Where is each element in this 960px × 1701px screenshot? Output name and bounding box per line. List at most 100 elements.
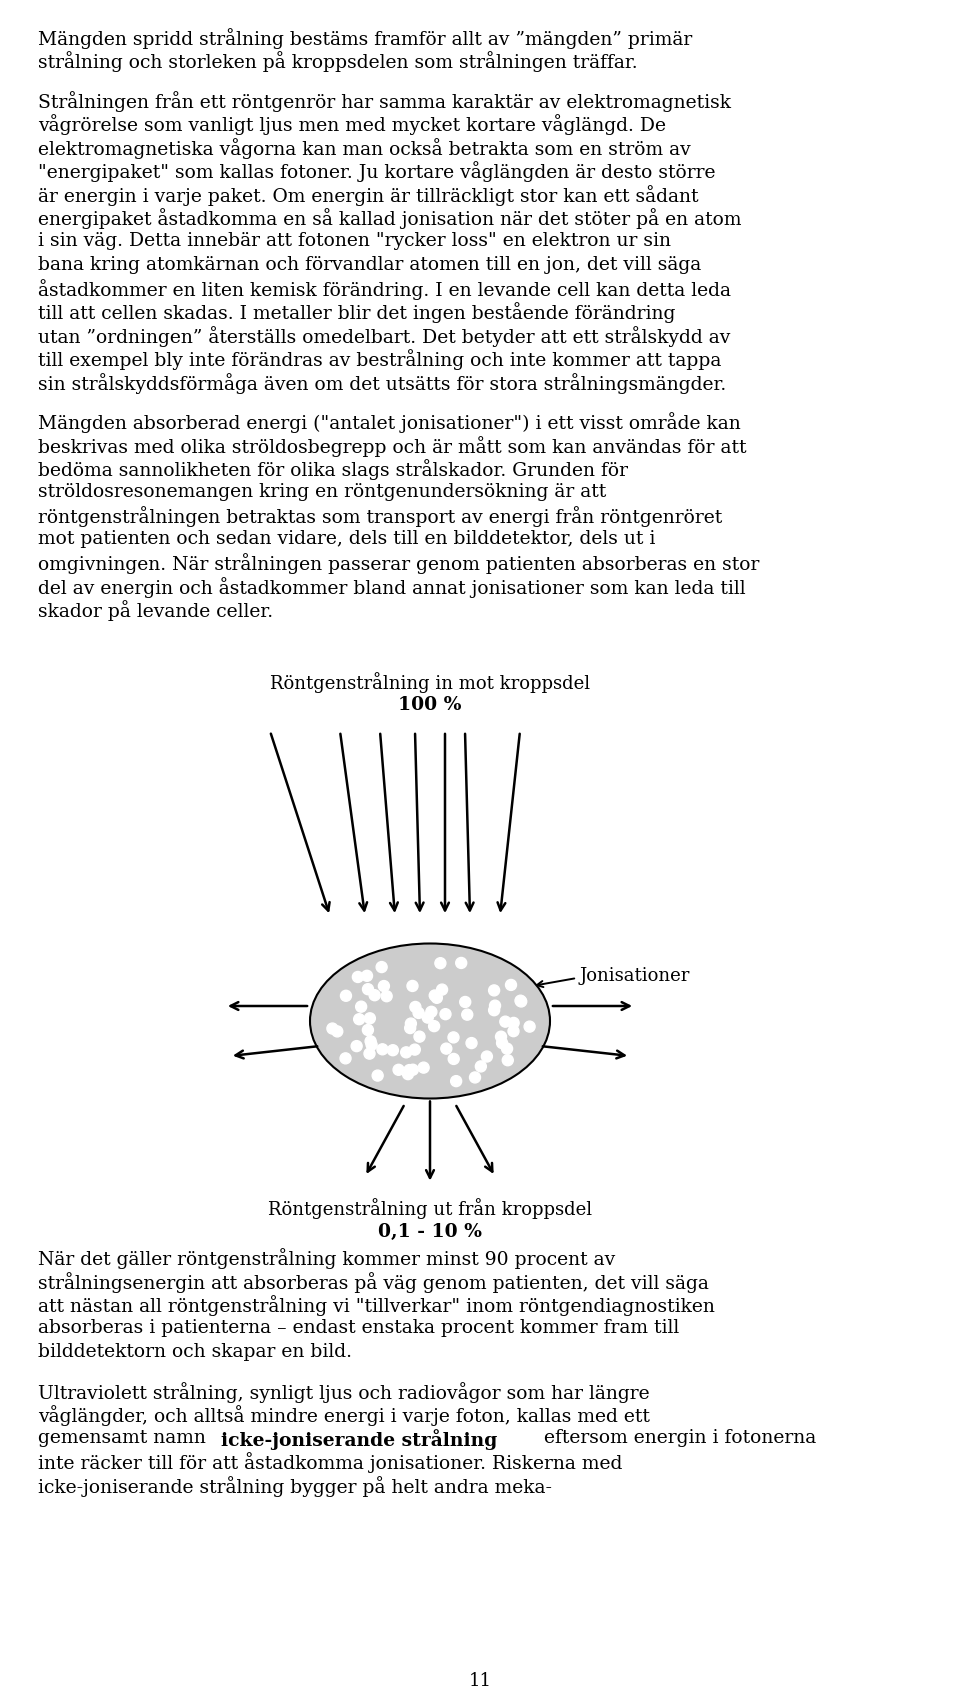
Text: strålningsenergin att absorberas på väg genom patienten, det vill säga: strålningsenergin att absorberas på väg …	[38, 1272, 708, 1293]
Text: röntgenstrålningen betraktas som transport av energi från röntgenröret: röntgenstrålningen betraktas som transpo…	[38, 507, 722, 527]
Circle shape	[500, 1015, 511, 1027]
Circle shape	[501, 1043, 513, 1055]
Text: vågrörelse som vanligt ljus men med mycket kortare våglängd. De: vågrörelse som vanligt ljus men med myck…	[38, 114, 666, 136]
Circle shape	[404, 1065, 415, 1075]
Text: våglängder, och alltså mindre energi i varje foton, kallas med ett: våglängder, och alltså mindre energi i v…	[38, 1405, 650, 1427]
Circle shape	[448, 1033, 459, 1043]
Text: till exempel bly inte förändras av bestrålning och inte kommer att tappa: till exempel bly inte förändras av bestr…	[38, 349, 721, 371]
Circle shape	[419, 1061, 429, 1073]
Circle shape	[363, 983, 373, 995]
Text: 11: 11	[468, 1672, 492, 1691]
Text: ströldosresonemangen kring en röntgenundersökning är att: ströldosresonemangen kring en röntgenund…	[38, 483, 607, 502]
Text: Jonisationer: Jonisationer	[580, 966, 690, 985]
Text: till att cellen skadas. I metaller blir det ingen bestående förändring: till att cellen skadas. I metaller blir …	[38, 303, 676, 323]
Circle shape	[327, 1022, 338, 1034]
Circle shape	[496, 1038, 508, 1048]
Circle shape	[409, 1044, 420, 1055]
Text: "energipaket" som kallas fotoner. Ju kortare våglängden är desto större: "energipaket" som kallas fotoner. Ju kor…	[38, 162, 715, 182]
Circle shape	[407, 980, 418, 992]
Circle shape	[340, 1053, 351, 1063]
Circle shape	[475, 1061, 487, 1072]
Circle shape	[355, 1002, 367, 1012]
Text: inte räcker till för att åstadkomma jonisationer. Riskerna med: inte räcker till för att åstadkomma joni…	[38, 1453, 622, 1473]
Circle shape	[377, 1044, 388, 1055]
Circle shape	[410, 1002, 420, 1012]
Text: att nästan all röntgenstrålning vi "tillverkar" inom röntgendiagnostiken: att nästan all röntgenstrålning vi "till…	[38, 1296, 715, 1317]
Circle shape	[489, 985, 499, 995]
Circle shape	[435, 958, 445, 968]
Circle shape	[366, 1039, 377, 1050]
Circle shape	[372, 1070, 383, 1082]
Text: bana kring atomkärnan och förvandlar atomen till en jon, det vill säga: bana kring atomkärnan och förvandlar ato…	[38, 255, 701, 274]
Circle shape	[352, 971, 364, 983]
Text: Röntgenstrålning in mot kroppsdel: Röntgenstrålning in mot kroppsdel	[270, 672, 590, 692]
Circle shape	[414, 1031, 425, 1043]
Text: är energin i varje paket. Om energin är tillräckligt stor kan ett sådant: är energin i varje paket. Om energin är …	[38, 185, 699, 206]
Text: 0,1 - 10 %: 0,1 - 10 %	[378, 1223, 482, 1240]
Text: Mängden spridd strålning bestäms framför allt av ”mängden” primär: Mängden spridd strålning bestäms framför…	[38, 27, 692, 49]
Text: gemensamt namn: gemensamt namn	[38, 1429, 212, 1448]
Circle shape	[365, 1012, 375, 1024]
Circle shape	[364, 1048, 375, 1060]
Circle shape	[388, 1044, 398, 1056]
Text: 100 %: 100 %	[398, 696, 462, 714]
Circle shape	[393, 1065, 404, 1075]
Circle shape	[469, 1072, 481, 1084]
Circle shape	[362, 970, 372, 981]
Circle shape	[495, 1031, 507, 1043]
Text: absorberas i patienterna – endast enstaka procent kommer fram till: absorberas i patienterna – endast enstak…	[38, 1318, 680, 1337]
Circle shape	[381, 990, 392, 1002]
Circle shape	[460, 997, 470, 1007]
Circle shape	[448, 1053, 459, 1065]
Text: elektromagnetiska vågorna kan man också betrakta som en ström av: elektromagnetiska vågorna kan man också …	[38, 138, 691, 158]
Circle shape	[363, 1024, 373, 1036]
Text: i sin väg. Detta innebär att fotonen "rycker loss" en elektron ur sin: i sin väg. Detta innebär att fotonen "ry…	[38, 231, 671, 250]
Text: När det gäller röntgenstrålning kommer minst 90 procent av: När det gäller röntgenstrålning kommer m…	[38, 1249, 615, 1269]
Text: icke-joniserande strålning: icke-joniserande strålning	[221, 1429, 497, 1449]
Circle shape	[378, 980, 390, 992]
Text: sin strålskyddsförmåga även om det utsätts för stora strålningsmängder.: sin strålskyddsförmåga även om det utsät…	[38, 373, 727, 395]
Circle shape	[508, 1017, 519, 1029]
Circle shape	[508, 1026, 519, 1036]
Circle shape	[365, 1036, 376, 1046]
Circle shape	[351, 1041, 362, 1051]
Circle shape	[426, 1007, 437, 1017]
Text: bedöma sannolikheten för olika slags strålskador. Grunden för: bedöma sannolikheten för olika slags str…	[38, 459, 628, 480]
Circle shape	[524, 1021, 535, 1033]
Circle shape	[407, 1065, 419, 1075]
Circle shape	[506, 980, 516, 990]
Circle shape	[462, 1009, 472, 1021]
Text: Röntgenstrålning ut från kroppsdel: Röntgenstrålning ut från kroppsdel	[268, 1199, 592, 1220]
Circle shape	[405, 1019, 417, 1029]
Text: mot patienten och sedan vidare, dels till en bilddetektor, dels ut i: mot patienten och sedan vidare, dels til…	[38, 531, 656, 548]
Circle shape	[422, 1012, 433, 1022]
Circle shape	[450, 1075, 462, 1087]
Circle shape	[481, 1051, 492, 1061]
Circle shape	[515, 995, 526, 1007]
Text: utan ”ordningen” återställs omedelbart. Det betyder att ett strålskydd av: utan ”ordningen” återställs omedelbart. …	[38, 327, 731, 347]
Circle shape	[431, 992, 443, 1004]
Text: åstadkommer en liten kemisk förändring. I en levande cell kan detta leda: åstadkommer en liten kemisk förändring. …	[38, 279, 731, 299]
Text: bilddetektorn och skapar en bild.: bilddetektorn och skapar en bild.	[38, 1342, 352, 1361]
Circle shape	[490, 1000, 500, 1010]
Ellipse shape	[310, 944, 550, 1099]
Circle shape	[413, 1007, 424, 1019]
Circle shape	[429, 990, 441, 1000]
Circle shape	[376, 961, 387, 973]
Text: del av energin och åstadkommer bland annat jonisationer som kan leda till: del av energin och åstadkommer bland ann…	[38, 577, 746, 599]
Text: skador på levande celler.: skador på levande celler.	[38, 600, 274, 621]
Circle shape	[502, 1055, 514, 1067]
Text: eftersom energin i fotonerna: eftersom energin i fotonerna	[538, 1429, 816, 1448]
Circle shape	[489, 1005, 499, 1015]
Circle shape	[370, 990, 380, 1000]
Circle shape	[428, 1021, 440, 1031]
Circle shape	[400, 1046, 412, 1058]
Circle shape	[353, 1014, 365, 1024]
Text: Ultraviolett strålning, synligt ljus och radiovågor som har längre: Ultraviolett strålning, synligt ljus och…	[38, 1381, 650, 1403]
Circle shape	[437, 985, 447, 995]
Circle shape	[405, 1022, 416, 1034]
Circle shape	[402, 1068, 414, 1080]
Text: omgivningen. När strålningen passerar genom patienten absorberas en stor: omgivningen. När strålningen passerar ge…	[38, 553, 759, 575]
Circle shape	[440, 1009, 451, 1019]
Circle shape	[341, 990, 351, 1002]
